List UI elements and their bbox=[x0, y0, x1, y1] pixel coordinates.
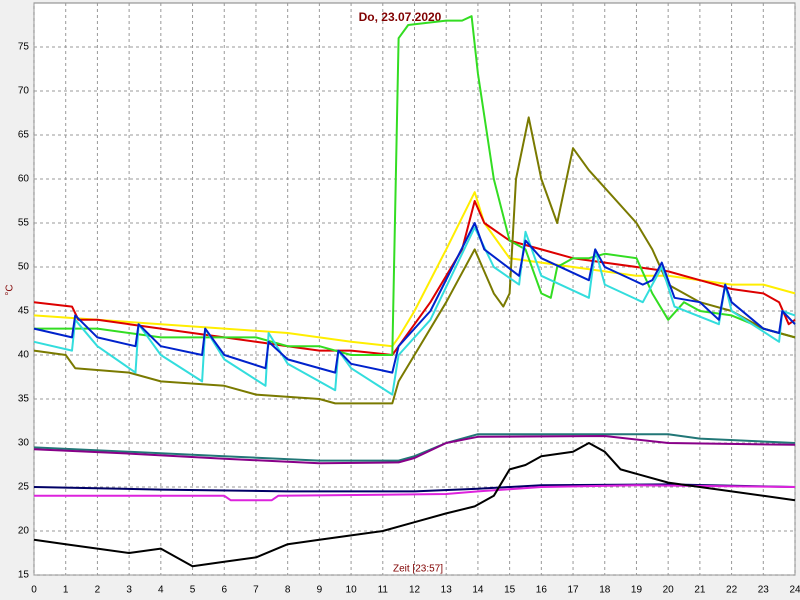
chart-title: Do, 23.07.2020 bbox=[359, 10, 442, 24]
y-tick-label: 65 bbox=[18, 130, 30, 141]
y-tick-label: 40 bbox=[18, 350, 30, 361]
y-tick-label: 45 bbox=[18, 306, 30, 317]
series-line bbox=[33, 191, 796, 348]
x-tick-label: 2 bbox=[95, 585, 101, 596]
x-tick-label: 24 bbox=[789, 585, 800, 596]
y-tick-label: 15 bbox=[18, 570, 30, 581]
series-line bbox=[33, 433, 796, 462]
x-tick-label: 8 bbox=[285, 585, 291, 596]
x-tick-label: 7 bbox=[253, 585, 259, 596]
y-tick-label: 75 bbox=[18, 42, 30, 53]
series-line bbox=[33, 435, 796, 465]
x-tick-label: 1 bbox=[63, 585, 69, 596]
y-tick-label: 50 bbox=[18, 262, 30, 273]
series-line bbox=[33, 116, 796, 405]
x-tick-label: 15 bbox=[504, 585, 516, 596]
x-tick-label: 4 bbox=[158, 585, 164, 596]
x-tick-label: 17 bbox=[567, 585, 579, 596]
y-tick-label: 55 bbox=[18, 218, 30, 229]
series-line bbox=[34, 484, 796, 502]
x-tick-label: 9 bbox=[317, 585, 323, 596]
x-tick-label: 6 bbox=[221, 585, 227, 596]
x-tick-label: 14 bbox=[472, 585, 484, 596]
x-tick-label: 5 bbox=[190, 585, 196, 596]
x-tick-label: 12 bbox=[409, 585, 421, 596]
x-tick-label: 21 bbox=[694, 585, 706, 596]
y-axis-label: °C bbox=[5, 284, 16, 295]
y-tick-label: 30 bbox=[18, 438, 30, 449]
x-tick-label: 23 bbox=[758, 585, 770, 596]
series-line bbox=[33, 200, 796, 356]
y-tick-label: 20 bbox=[18, 526, 30, 537]
y-tick-label: 70 bbox=[18, 86, 30, 97]
y-tick-label: 35 bbox=[18, 394, 30, 405]
x-tick-label: 11 bbox=[378, 585, 389, 596]
y-tick-label: 25 bbox=[18, 482, 30, 493]
x-axis-label: Zeit [23:57] bbox=[393, 564, 443, 575]
x-tick-label: 13 bbox=[441, 585, 453, 596]
x-tick-label: 3 bbox=[126, 585, 132, 596]
x-tick-label: 20 bbox=[663, 585, 675, 596]
x-tick-label: 22 bbox=[726, 585, 738, 596]
x-tick-label: 16 bbox=[536, 585, 548, 596]
x-tick-label: 19 bbox=[631, 585, 643, 596]
x-tick-label: 0 bbox=[31, 585, 37, 596]
x-tick-label: 18 bbox=[599, 585, 611, 596]
series-line bbox=[33, 222, 796, 374]
y-tick-label: 60 bbox=[18, 174, 30, 185]
series-line bbox=[33, 226, 796, 396]
series-line bbox=[33, 442, 796, 568]
series-line bbox=[34, 15, 796, 356]
x-tick-label: 10 bbox=[346, 585, 358, 596]
